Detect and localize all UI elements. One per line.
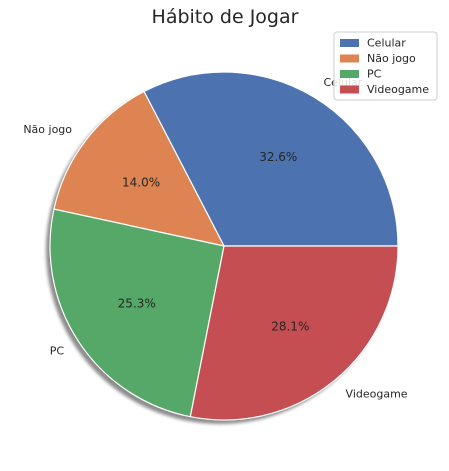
legend-swatch-pc bbox=[340, 70, 359, 78]
legend-swatch-nao-jogo bbox=[340, 54, 359, 63]
legend-label-pc: PC bbox=[367, 68, 382, 81]
pct-label-celular: 32.6% bbox=[259, 150, 297, 164]
legend-label-nao-jogo: Não jogo bbox=[367, 52, 416, 65]
pie-slice-celular bbox=[143, 71, 399, 247]
legend-label-celular: Celular bbox=[367, 37, 406, 50]
pie-slice-videogame bbox=[189, 245, 399, 421]
legend-frame bbox=[333, 31, 438, 101]
pie-slice-nao-jogo bbox=[53, 90, 225, 247]
pct-label-videogame: 28.1% bbox=[271, 320, 309, 334]
pie-slices bbox=[49, 71, 399, 421]
legend-swatch-celular bbox=[340, 39, 359, 47]
legend-swatch-videogame bbox=[340, 85, 359, 94]
slice-label-pc: PC bbox=[50, 345, 65, 358]
slice-label-nao-jogo: Não jogo bbox=[23, 123, 72, 136]
pct-label-pc: 25.3% bbox=[118, 296, 156, 310]
pie-slice-pc bbox=[49, 208, 225, 418]
slice-label-videogame: Videogame bbox=[346, 387, 408, 400]
legend-label-videogame: Videogame bbox=[367, 83, 429, 96]
chart-title: Hábito de Jogar bbox=[152, 6, 299, 28]
pct-label-nao-jogo: 14.0% bbox=[122, 176, 160, 190]
legend: Celular Não jogo PC Videogame bbox=[333, 31, 438, 101]
